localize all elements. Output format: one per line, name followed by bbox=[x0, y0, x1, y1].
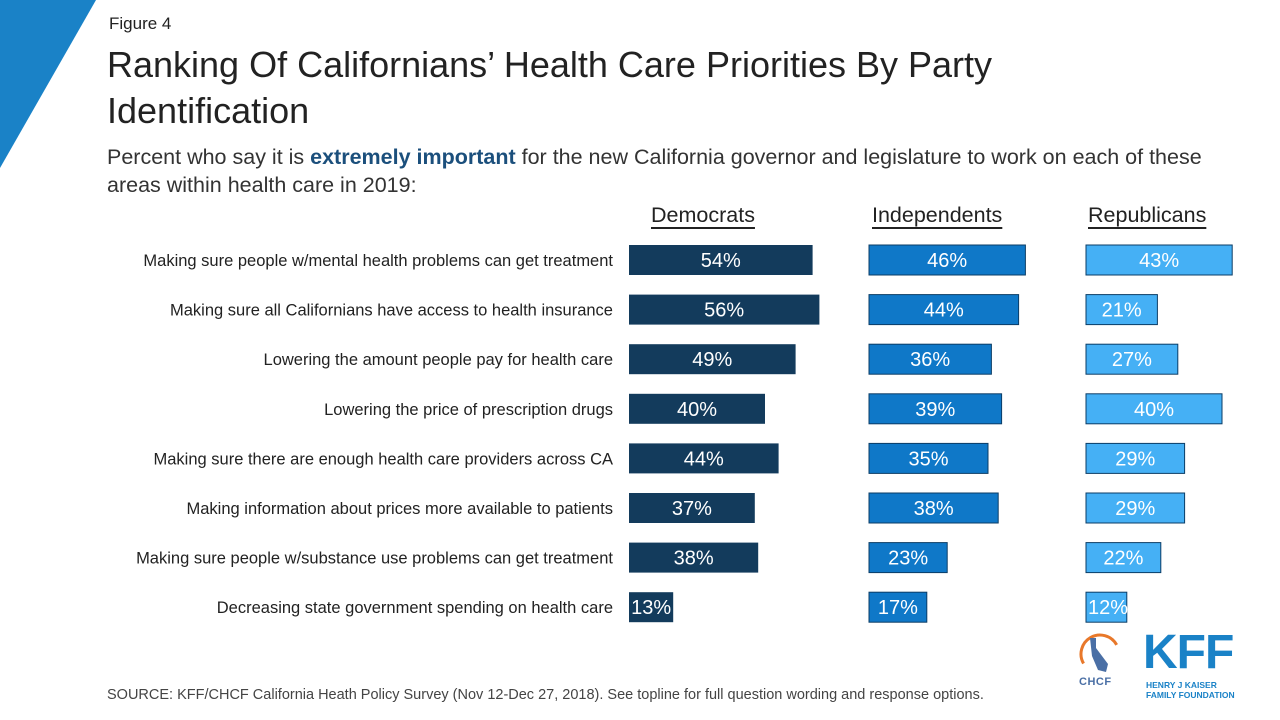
bar-independents bbox=[868, 542, 948, 574]
bar-democrats bbox=[629, 393, 765, 424]
data-label: 46% bbox=[927, 250, 967, 272]
bar-republicans bbox=[1085, 343, 1179, 375]
data-label: 36% bbox=[910, 349, 950, 371]
bar-democrats bbox=[629, 542, 759, 573]
bar-democrats bbox=[629, 344, 796, 375]
data-label: 56% bbox=[704, 300, 744, 322]
data-label: 44% bbox=[924, 300, 964, 322]
chart-title: Ranking Of Californians’ Health Care Pri… bbox=[107, 44, 993, 131]
data-label: 37% bbox=[672, 498, 712, 520]
data-label: 29% bbox=[1115, 448, 1155, 470]
kff-logo-subtitle: HENRY J KAISER FAMILY FOUNDATION bbox=[1146, 680, 1235, 700]
data-label: 40% bbox=[677, 399, 717, 421]
data-label: 43% bbox=[1139, 250, 1179, 272]
category-label: Making sure people w/mental health probl… bbox=[143, 252, 613, 270]
source-note: SOURCE: KFF/CHCF California Heath Policy… bbox=[107, 687, 984, 703]
data-label: 38% bbox=[674, 548, 714, 570]
data-label: 35% bbox=[908, 448, 948, 470]
chcf-logo-icon bbox=[1079, 633, 1121, 675]
bar-independents bbox=[868, 393, 1003, 425]
subtitle-lead: Percent who say it is bbox=[107, 145, 311, 169]
bar-republicans bbox=[1085, 591, 1128, 623]
category-label: Making sure all Californians have access… bbox=[170, 302, 613, 320]
figure-label: Figure 4 bbox=[109, 14, 172, 33]
category-label: Lowering the price of prescription drugs bbox=[324, 401, 613, 419]
subtitle-emphasis: extremely important bbox=[310, 145, 516, 169]
data-label: 29% bbox=[1115, 498, 1155, 520]
bar-republicans bbox=[1085, 492, 1186, 524]
bar-democrats bbox=[629, 493, 755, 523]
category-label: Making information about prices more ava… bbox=[187, 500, 613, 518]
data-label: 49% bbox=[692, 349, 732, 371]
data-label: 44% bbox=[684, 448, 724, 470]
series-header-republicans: Republicans bbox=[1088, 203, 1207, 227]
chcf-logo-text: CHCF bbox=[1079, 676, 1112, 688]
data-label: 40% bbox=[1134, 399, 1174, 421]
data-label: 17% bbox=[878, 597, 918, 619]
category-label: Decreasing state government spending on … bbox=[217, 599, 613, 617]
bar-republicans bbox=[1085, 542, 1162, 574]
bar-republicans bbox=[1085, 244, 1233, 276]
bar-republicans bbox=[1085, 393, 1223, 425]
data-label: 23% bbox=[888, 548, 928, 570]
bar-independents bbox=[868, 442, 989, 474]
bar-democrats bbox=[629, 245, 813, 275]
category-label: Making sure people w/substance use probl… bbox=[136, 550, 613, 568]
data-label: 13% bbox=[631, 597, 671, 619]
bar-independents bbox=[868, 294, 1020, 326]
data-label: 22% bbox=[1103, 548, 1143, 570]
data-label: 39% bbox=[915, 399, 955, 421]
bar-independents bbox=[868, 591, 928, 623]
subtitle-rest: for the new California governor and legi… bbox=[107, 145, 1202, 197]
data-label: 27% bbox=[1112, 349, 1152, 371]
bar-independents bbox=[868, 492, 999, 524]
chart-subtitle: Percent who say it is extremely importan… bbox=[107, 143, 1207, 199]
data-label: 12% bbox=[1088, 597, 1128, 619]
kff-logo: KFF bbox=[1143, 626, 1234, 679]
bar-democrats bbox=[629, 592, 674, 623]
bar-republicans bbox=[1085, 442, 1186, 474]
corner-triangle bbox=[0, 0, 96, 168]
series-header-democrats: Democrats bbox=[651, 203, 755, 227]
data-label: 38% bbox=[914, 498, 954, 520]
bar-independents bbox=[868, 244, 1026, 276]
category-label: Lowering the amount people pay for healt… bbox=[264, 351, 613, 369]
category-label: Making sure there are enough health care… bbox=[154, 450, 614, 468]
bar-independents bbox=[868, 343, 992, 375]
data-label: 54% bbox=[701, 250, 741, 272]
kff-logo-line1: HENRY J KAISER bbox=[1146, 680, 1217, 690]
data-label: 21% bbox=[1102, 300, 1142, 322]
bar-democrats bbox=[629, 294, 820, 325]
corner-accent bbox=[0, 0, 96, 168]
series-header-independents: Independents bbox=[872, 203, 1003, 227]
kff-logo-line2: FAMILY FOUNDATION bbox=[1146, 690, 1235, 700]
bar-democrats bbox=[629, 443, 779, 474]
bar-republicans bbox=[1085, 294, 1158, 326]
